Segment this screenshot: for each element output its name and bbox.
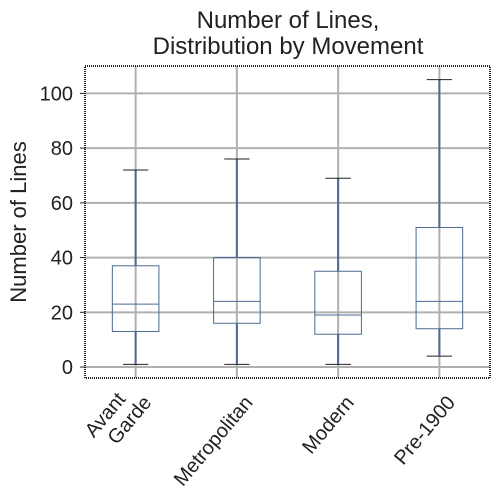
x-tick-label-3-line-0: Pre-1900 <box>390 392 460 469</box>
y-tick-label-2: 40 <box>51 248 73 270</box>
chart-title-line-2: Distribution by Movement <box>153 33 424 60</box>
y-axis-label: Number of Lines <box>6 141 31 302</box>
x-tick-label-2: Modern <box>298 392 358 458</box>
y-tick-label-4: 80 <box>51 138 73 160</box>
x-tick-label-1: Metropolitan <box>170 392 258 490</box>
chart-title-line-1: Number of Lines, <box>197 7 380 34</box>
x-tick-label-1-line-0: Metropolitan <box>170 392 258 490</box>
text-layer: Number of Lines, Distribution by Movemen… <box>6 7 460 491</box>
y-tick-label-0: 0 <box>62 357 73 379</box>
y-tick-label-1: 20 <box>51 302 73 324</box>
x-tick-label-3: Pre-1900 <box>390 392 460 469</box>
y-tick-label-3: 60 <box>51 193 73 215</box>
box-layer <box>112 80 462 365</box>
y-tick-label-5: 100 <box>40 83 73 105</box>
x-tick-label-2-line-0: Modern <box>298 392 358 458</box>
